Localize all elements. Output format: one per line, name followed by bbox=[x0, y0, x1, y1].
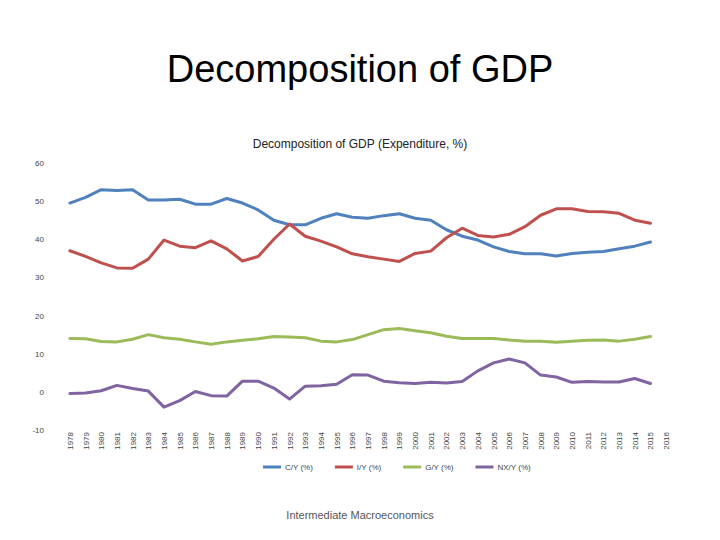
legend: C/Y (%) I/Y (%) G/Y (%) NX/Y (%) bbox=[263, 463, 531, 472]
x-tick-label: 1990 bbox=[254, 431, 263, 449]
slide-title: Decomposition of GDP bbox=[167, 48, 554, 90]
x-tick-label: 1985 bbox=[176, 431, 185, 449]
legend-swatch bbox=[403, 466, 421, 469]
x-tick-label: 1991 bbox=[270, 431, 279, 449]
x-tick-label: 1998 bbox=[380, 431, 389, 449]
x-tick-label: 1984 bbox=[160, 431, 169, 449]
x-tick-label: 1979 bbox=[82, 431, 91, 449]
x-tick-label: 2007 bbox=[521, 431, 530, 449]
series-line bbox=[70, 209, 651, 268]
y-tick-label: 60 bbox=[35, 159, 44, 168]
plot-lines bbox=[70, 190, 651, 407]
x-tick-label: 2016 bbox=[662, 431, 671, 449]
x-tick-label: 1980 bbox=[97, 431, 106, 449]
x-tick-label: 1989 bbox=[238, 431, 247, 449]
x-tick-label: 1993 bbox=[301, 431, 310, 449]
legend-label: C/Y (%) bbox=[285, 463, 313, 472]
y-tick-label: 30 bbox=[35, 273, 44, 282]
x-tick-label: 2002 bbox=[442, 431, 451, 449]
x-tick-label: 2011 bbox=[584, 431, 593, 449]
legend-swatch bbox=[475, 466, 493, 469]
x-tick-label: 1987 bbox=[207, 431, 216, 449]
chart-title: Decomposition of GDP (Expenditure, %) bbox=[253, 137, 468, 151]
y-tick-label: 20 bbox=[35, 312, 44, 321]
x-tick-label: 2005 bbox=[490, 431, 499, 449]
legend-label: NX/Y (%) bbox=[497, 463, 531, 472]
x-tick-label: 1994 bbox=[317, 431, 326, 449]
y-tick-label: 40 bbox=[35, 235, 44, 244]
x-tick-label: 2004 bbox=[474, 431, 483, 449]
x-tick-label: 1983 bbox=[144, 431, 153, 449]
series-line bbox=[70, 329, 651, 345]
x-tick-label: 1996 bbox=[348, 431, 357, 449]
x-tick-label: 2012 bbox=[599, 431, 608, 449]
x-tick-label: 1997 bbox=[364, 431, 373, 449]
series-line bbox=[70, 190, 651, 256]
x-tick-label: 1978 bbox=[66, 431, 75, 449]
x-tick-label: 2013 bbox=[615, 431, 624, 449]
x-tick-label: 2014 bbox=[631, 431, 640, 449]
slide-footer: Intermediate Macroeconomics bbox=[286, 509, 434, 521]
legend-swatch bbox=[335, 466, 353, 469]
x-tick-label: 2006 bbox=[505, 431, 514, 449]
x-tick-label: 1986 bbox=[191, 431, 200, 449]
page: {"slide": {"title": "Decomposition of GD… bbox=[0, 0, 720, 540]
x-tick-label: 2010 bbox=[568, 431, 577, 449]
x-tick-label: 1999 bbox=[395, 431, 404, 449]
legend-swatch bbox=[263, 466, 281, 469]
legend-label: I/Y (%) bbox=[357, 463, 382, 472]
x-tick-label: 2008 bbox=[537, 431, 546, 449]
y-tick-label: 10 bbox=[35, 350, 44, 359]
chart-svg: Decomposition of GDP Intermediate Macroec… bbox=[0, 0, 720, 540]
series-line bbox=[70, 359, 651, 407]
x-tick-label: 1992 bbox=[286, 431, 295, 449]
x-tick-label: 2009 bbox=[552, 431, 561, 449]
y-tick-label: 50 bbox=[35, 197, 44, 206]
y-tick-label: -10 bbox=[32, 426, 44, 435]
x-tick-label: 1995 bbox=[333, 431, 342, 449]
x-tick-label: 2000 bbox=[411, 431, 420, 449]
x-tick-label: 1988 bbox=[223, 431, 232, 449]
x-tick-label: 2015 bbox=[646, 431, 655, 449]
x-tick-label: 1981 bbox=[113, 431, 122, 449]
x-axis: 1978 1979 1980 1981 1982 1983 1984 1985 1986 1987… bbox=[66, 431, 671, 449]
x-tick-label: 1982 bbox=[129, 431, 138, 449]
x-tick-label: 2003 bbox=[458, 431, 467, 449]
y-tick-label: 0 bbox=[40, 388, 45, 397]
legend-label: G/Y (%) bbox=[425, 463, 454, 472]
y-axis: -10 0 10 20 30 40 50 60 bbox=[32, 159, 44, 435]
x-tick-label: 2001 bbox=[427, 431, 436, 449]
